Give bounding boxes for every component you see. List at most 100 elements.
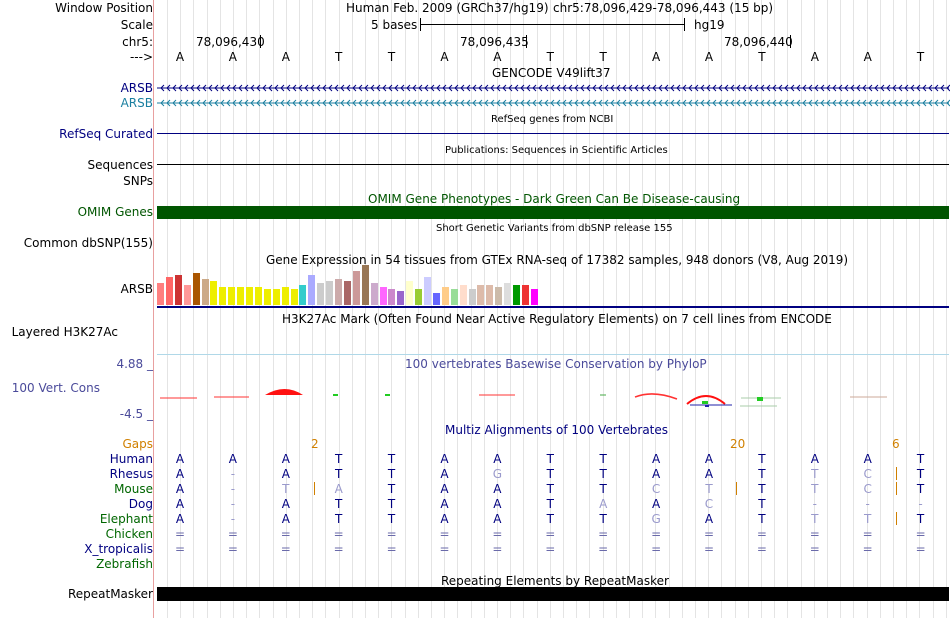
human-base: T xyxy=(387,452,396,466)
gtex-tissue-bar[interactable] xyxy=(308,275,316,305)
sequences-label[interactable]: Sequences xyxy=(87,158,153,172)
repeat-element-bar[interactable] xyxy=(157,587,949,601)
gtex-tissue-bar[interactable] xyxy=(299,285,307,305)
grid-line xyxy=(893,0,894,618)
gtex-tissue-bar[interactable] xyxy=(192,273,200,305)
snps-label[interactable]: SNPs xyxy=(123,174,153,188)
gtex-divider xyxy=(157,306,949,308)
sequences-line[interactable] xyxy=(157,164,949,165)
elephant-base: T xyxy=(546,512,554,526)
arsb-transcript-1 xyxy=(157,84,950,92)
gtex-tissue-bar[interactable] xyxy=(246,287,253,305)
gtex-tissue-bar[interactable] xyxy=(397,291,405,305)
gtex-tissue-bar[interactable] xyxy=(486,285,494,305)
chicken-base: = xyxy=(862,527,873,541)
human-base: A xyxy=(651,452,661,466)
gtex-tissue-bar[interactable] xyxy=(219,287,227,305)
zebrafish-label: Zebrafish xyxy=(96,557,153,571)
elephant-label: Elephant xyxy=(99,512,153,526)
insertion-mark-2 xyxy=(736,482,737,495)
refseq-curated-label[interactable]: RefSeq Curated xyxy=(59,127,153,141)
dbsnp-title: Short Genetic Variants from dbSNP releas… xyxy=(436,223,673,234)
gtex-tissue-bar[interactable] xyxy=(441,287,449,305)
grid-line xyxy=(167,0,168,618)
elephant-base: T xyxy=(387,512,396,526)
grid-line xyxy=(814,0,815,618)
mouse-base: T xyxy=(599,482,607,496)
gtex-tissue-bar[interactable] xyxy=(201,279,209,305)
gtex-tissue-bar[interactable] xyxy=(521,285,529,305)
cons-min-label: -4.5 _ xyxy=(119,407,153,421)
omim-genes-label[interactable]: OMIM Genes xyxy=(77,205,153,219)
gtex-tissue-bar[interactable] xyxy=(370,283,378,305)
gtex-tissue-bar[interactable] xyxy=(352,271,360,305)
arsb-transcript-2 xyxy=(157,99,950,107)
layered-h3k27ac-label[interactable]: Layered H3K27Ac xyxy=(11,325,118,339)
rhesus-base: A xyxy=(175,467,185,481)
gtex-tissue-bar[interactable] xyxy=(450,289,458,305)
gtex-tissue-bar[interactable] xyxy=(361,265,369,305)
gap-count-1: 2 xyxy=(311,437,319,451)
gtex-tissue-bar[interactable] xyxy=(263,289,271,305)
gtex-tissue-bar[interactable] xyxy=(504,283,512,305)
gtex-tissue-bar[interactable] xyxy=(174,275,182,305)
gtex-tissue-bar[interactable] xyxy=(459,285,467,305)
gtex-tissue-bar[interactable] xyxy=(272,289,280,305)
gtex-tissue-bar[interactable] xyxy=(210,281,218,305)
gtex-tissue-bar[interactable] xyxy=(415,289,423,305)
grid-line xyxy=(510,0,511,618)
elephant-base: T xyxy=(811,512,819,526)
repeatmasker-label[interactable]: RepeatMasker xyxy=(67,587,153,601)
gtex-tissue-bar[interactable] xyxy=(237,287,245,305)
common-dbsnp-label[interactable]: Common dbSNP(155) xyxy=(23,236,153,250)
gtex-tissue-bar[interactable] xyxy=(317,283,325,305)
xtrop-base: = xyxy=(862,542,873,556)
refseq-line[interactable] xyxy=(157,133,949,134)
gtex-tissue-bar[interactable] xyxy=(432,293,440,305)
omim-title: OMIM Gene Phenotypes - Dark Green Can Be… xyxy=(368,192,741,206)
gtex-tissue-bar[interactable] xyxy=(326,281,334,305)
rhesus-base: T xyxy=(758,467,766,481)
gap-count-3: 6 xyxy=(892,437,900,451)
gtex-tissue-bar[interactable] xyxy=(165,277,173,305)
grid-line xyxy=(735,0,736,618)
omim-phenotype-bar[interactable] xyxy=(157,206,949,219)
gtex-tissue-bar[interactable] xyxy=(468,289,476,305)
grid-line xyxy=(642,0,643,618)
chicken-base: = xyxy=(280,527,291,541)
vert-cons-label[interactable]: 100 Vert. Cons xyxy=(11,381,100,395)
mouse-base: T xyxy=(916,482,925,496)
conservation-wiggle[interactable] xyxy=(157,385,949,410)
gtex-tissue-bar[interactable] xyxy=(495,287,503,305)
xtrop-base: = xyxy=(545,542,556,556)
gtex-tissue-bar[interactable] xyxy=(513,285,520,305)
reference-base: A xyxy=(228,50,237,64)
rhesus-base: A xyxy=(651,467,661,481)
gtex-tissue-bar[interactable] xyxy=(228,287,236,305)
gtex-arsb-label[interactable]: ARSB xyxy=(120,282,153,296)
gtex-tissue-bar[interactable] xyxy=(530,289,538,305)
rhesus-base: T xyxy=(811,467,819,481)
gtex-tissue-bar[interactable] xyxy=(183,285,191,305)
gtex-tissue-bar[interactable] xyxy=(379,287,387,305)
gtex-tissue-bar[interactable] xyxy=(343,281,351,305)
gtex-tissue-bar[interactable] xyxy=(157,283,164,305)
reference-base: A xyxy=(493,50,502,64)
gtex-tissue-bar[interactable] xyxy=(335,279,342,305)
arsb-gencode-label-2[interactable]: ARSB xyxy=(120,96,153,110)
xtrop-base: = xyxy=(915,542,926,556)
gencode-transcripts[interactable] xyxy=(157,84,950,110)
grid-line xyxy=(708,0,709,618)
gtex-tissue-bar[interactable] xyxy=(406,281,414,305)
elephant-base: A xyxy=(493,512,502,526)
gtex-tissue-bar[interactable] xyxy=(254,287,262,305)
gtex-tissue-bar[interactable] xyxy=(281,287,289,305)
elephant-base: A xyxy=(440,512,449,526)
grid-line xyxy=(946,0,947,618)
gtex-tissue-bar[interactable] xyxy=(290,289,298,305)
gtex-tissue-bar[interactable] xyxy=(477,285,485,305)
arsb-gencode-label[interactable]: ARSB xyxy=(120,81,153,95)
gtex-tissue-bar[interactable] xyxy=(424,277,431,305)
xtrop-base: = xyxy=(333,542,344,556)
gtex-tissue-bar[interactable] xyxy=(388,289,396,305)
